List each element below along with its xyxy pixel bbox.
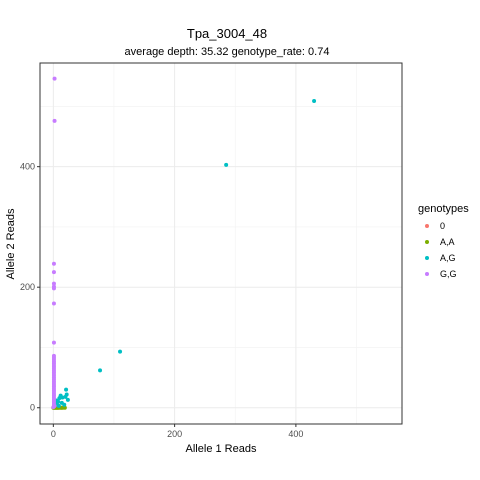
data-points (51, 76, 317, 410)
x-axis-title: Allele 1 Reads (186, 443, 257, 455)
legend-key (425, 272, 429, 276)
y-tick-label: 0 (30, 403, 35, 413)
y-axis-title: Allele 2 Reads (5, 208, 17, 279)
legend-key (425, 256, 429, 260)
legend-label: A,G (440, 253, 456, 263)
axis-ticks: 0 200 400 0 200 400 (20, 162, 303, 439)
data-point (312, 98, 317, 103)
grid-lines (40, 63, 402, 424)
data-point (224, 162, 229, 167)
data-point (51, 301, 56, 306)
data-point (51, 286, 56, 291)
plot-panel (39, 62, 403, 425)
data-point (56, 403, 61, 408)
data-point (62, 405, 67, 410)
legend-key (425, 224, 429, 228)
data-point (63, 394, 68, 399)
data-point (57, 396, 62, 401)
data-point (51, 405, 56, 410)
legend-label: G,G (440, 269, 457, 279)
data-point (52, 76, 57, 81)
chart-title: Tpa_3004_48 (187, 26, 267, 41)
legend-title: genotypes (418, 203, 469, 215)
legend-label: 0 (440, 221, 445, 231)
legend-label: A,A (440, 237, 455, 247)
data-point (98, 368, 103, 373)
data-point (51, 340, 56, 345)
legend: genotypes 0 A,A A,G G,G (418, 203, 469, 279)
chart-subtitle: average depth: 35.32 genotype_rate: 0.74 (125, 46, 330, 58)
legend-key (425, 240, 429, 244)
data-point (51, 270, 56, 275)
y-tick-label: 400 (20, 162, 35, 172)
data-point (65, 397, 70, 402)
data-point (118, 349, 123, 354)
x-tick-label: 400 (288, 429, 303, 439)
data-point (52, 118, 57, 123)
y-tick-label: 200 (20, 282, 35, 292)
x-tick-label: 0 (51, 429, 56, 439)
data-point (51, 261, 56, 266)
data-point (62, 402, 67, 407)
data-point (64, 387, 69, 392)
x-tick-label: 200 (167, 429, 182, 439)
data-point (51, 281, 56, 286)
